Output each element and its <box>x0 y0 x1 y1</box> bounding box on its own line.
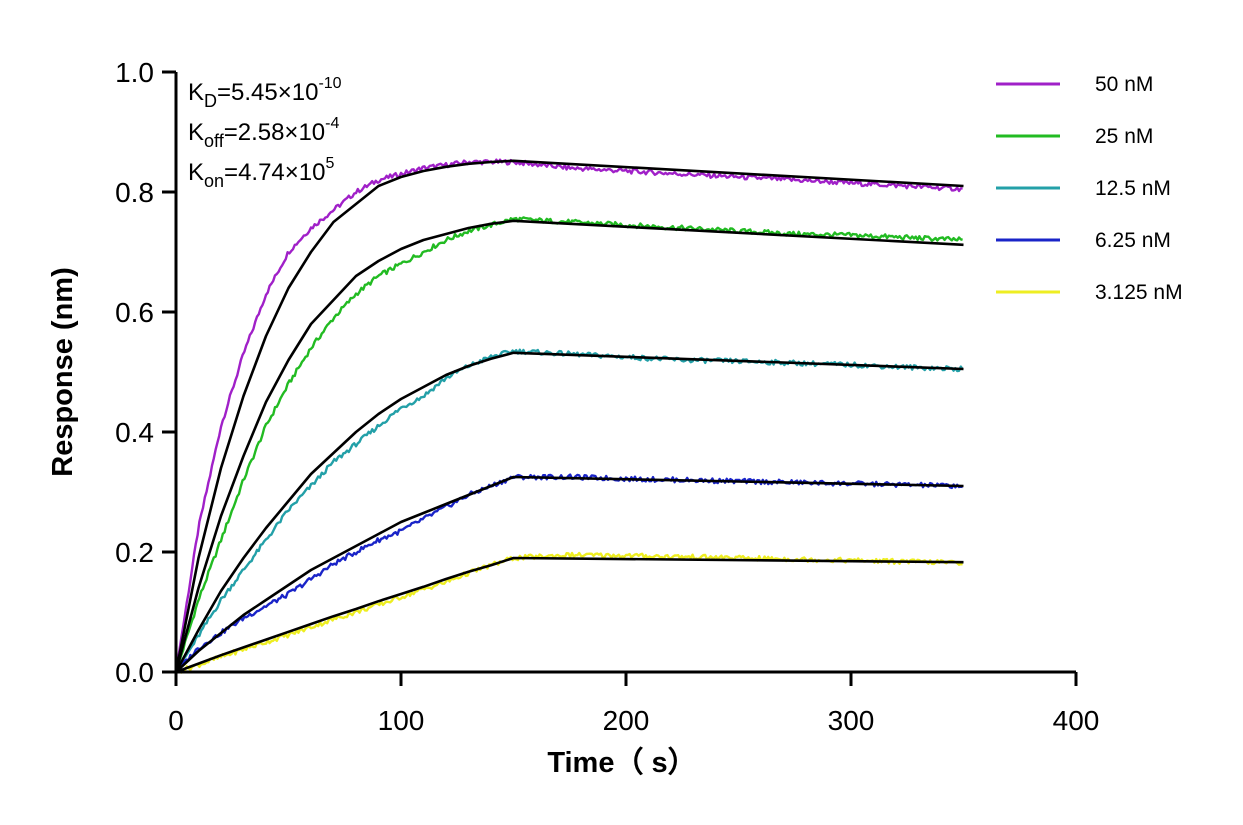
fit-curve <box>174 219 964 673</box>
x-tick-label: 100 <box>378 705 425 736</box>
legend-label: 25 nM <box>1095 125 1153 148</box>
fit-curve <box>174 159 964 673</box>
y-tick-label: 0.0 <box>115 657 154 688</box>
series-line <box>174 158 963 673</box>
kinetic-constants: KD=5.45×10-10 Koff=2.58×10-4 Kon=4.74×105 <box>188 75 342 191</box>
x-ticks: 0 100 200 300 400 <box>168 672 1099 736</box>
fit-curve <box>175 556 964 674</box>
y-tick-label: 0.6 <box>115 297 154 328</box>
x-tick-label: 0 <box>168 705 184 736</box>
y-tick-label: 0.2 <box>115 537 154 568</box>
y-axis-title: Response (nm) <box>47 267 79 476</box>
legend-label: 6.25 nM <box>1095 229 1171 252</box>
series-line <box>174 348 964 673</box>
fit-curves <box>174 159 964 674</box>
kinetic-constant: KD=5.45×10-10 <box>188 75 342 111</box>
y-tick-label: 0.8 <box>115 177 154 208</box>
x-tick-label: 400 <box>1053 705 1100 736</box>
fit-curve <box>174 351 964 673</box>
x-tick-label: 200 <box>603 705 650 736</box>
kinetic-constant: Koff=2.58×10-4 <box>188 115 339 151</box>
legend-label: 12.5 nM <box>1095 177 1171 200</box>
plot-area <box>174 158 964 674</box>
kinetic-constant: Kon=4.74×105 <box>188 155 334 191</box>
series-line <box>174 216 963 673</box>
y-tick-label: 1.0 <box>115 57 154 88</box>
fit-curve <box>175 475 964 673</box>
y-ticks: 0.0 0.2 0.4 0.6 0.8 1.0 <box>115 57 176 688</box>
legend-label: 50 nM <box>1095 73 1153 96</box>
legend-label: 3.125 nM <box>1095 281 1183 304</box>
legend: 50 nM 25 nM 12.5 nM 6.25 nM 3.125 nM <box>996 73 1183 304</box>
y-tick-label: 0.4 <box>115 417 154 448</box>
series-line <box>175 551 963 674</box>
x-tick-label: 300 <box>828 705 875 736</box>
x-axis-title: Time（ s） <box>547 746 696 779</box>
